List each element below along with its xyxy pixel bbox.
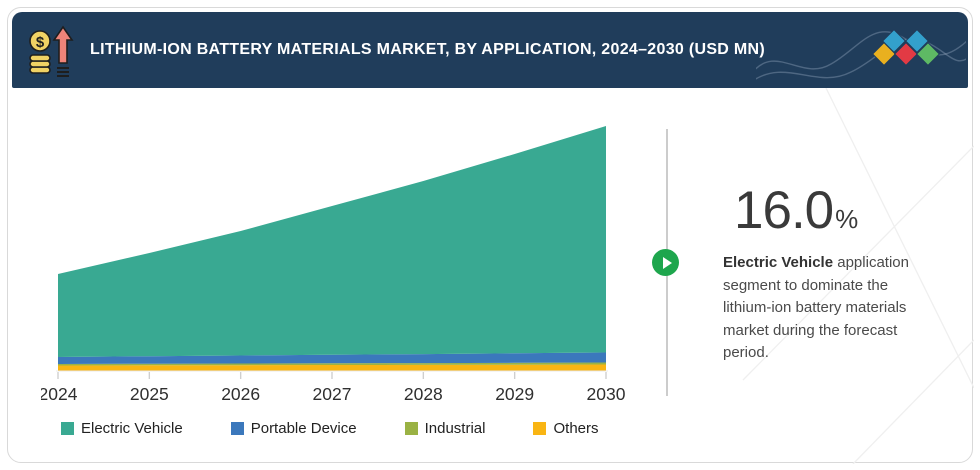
- legend-label: Others: [553, 420, 599, 437]
- percent-sign: %: [835, 204, 859, 234]
- diamond-yellow-icon: [871, 41, 897, 67]
- area-series-industrial: [58, 362, 606, 366]
- card-body: 2024 2025 2026 2027 2028 2029 2030 Electric Ve…: [8, 88, 974, 464]
- cagr-number: 16.0: [734, 181, 834, 240]
- legend-label: Portable Device: [250, 420, 357, 437]
- money-growth-icon: $: [29, 25, 74, 77]
- insight-highlight: Electric Vehicle: [723, 254, 834, 271]
- stacked-area-chart: 2024 2025 2026 2027 2028 2029 2030: [39, 126, 626, 404]
- diamond-cluster-decoration: [871, 28, 941, 67]
- legend-swatch: [230, 422, 244, 435]
- svg-text:$: $: [36, 34, 45, 51]
- legend-label: Electric Vehicle: [81, 420, 183, 437]
- legend-swatch: [404, 422, 418, 435]
- play-icon: [662, 256, 672, 269]
- x-axis-label: 2030: [587, 384, 626, 404]
- header-decoration: [756, 28, 966, 80]
- x-axis-label: 2025: [130, 384, 169, 404]
- x-axis-label: 2027: [313, 384, 352, 404]
- play-button[interactable]: [652, 249, 679, 276]
- legend-item-industrial: Industrial: [404, 420, 486, 437]
- diamond-blue-icon: [904, 28, 930, 54]
- legend-item-portable-device: Portable Device: [230, 420, 357, 437]
- legend-item-electric-vehicle: Electric Vehicle: [61, 420, 183, 437]
- legend-label: Industrial: [424, 420, 486, 437]
- area-series-portable-device: [58, 352, 606, 364]
- x-axis-label: 2029: [495, 384, 534, 404]
- area-series-others: [58, 364, 606, 371]
- market-infographic-card: $ LITHIUM-ION BATTERY MATERIALS MARKET, …: [7, 7, 974, 464]
- insight-body: application segment to dominate the lith…: [723, 254, 909, 361]
- x-axis-label: 2028: [404, 384, 443, 404]
- chart-legend: Electric Vehicle Portable Device Industria…: [61, 420, 599, 437]
- x-axis-label: 2026: [221, 384, 260, 404]
- diamond-red-icon: [893, 41, 919, 67]
- x-axis-label: 2024: [41, 384, 78, 404]
- area-series-electric-vehicle: [58, 126, 606, 357]
- diamond-green-icon: [915, 41, 941, 67]
- legend-swatch: [61, 422, 74, 435]
- page-title: LITHIUM-ION BATTERY MATERIALS MARKET, BY…: [90, 41, 765, 58]
- insight-text: Electric Vehicle application segment to …: [723, 252, 931, 365]
- legend-swatch: [533, 422, 547, 435]
- legend-item-others: Others: [533, 420, 599, 437]
- header-bar: $ LITHIUM-ION BATTERY MATERIALS MARKET, …: [12, 12, 968, 88]
- cagr-value: 16.0%: [734, 180, 858, 241]
